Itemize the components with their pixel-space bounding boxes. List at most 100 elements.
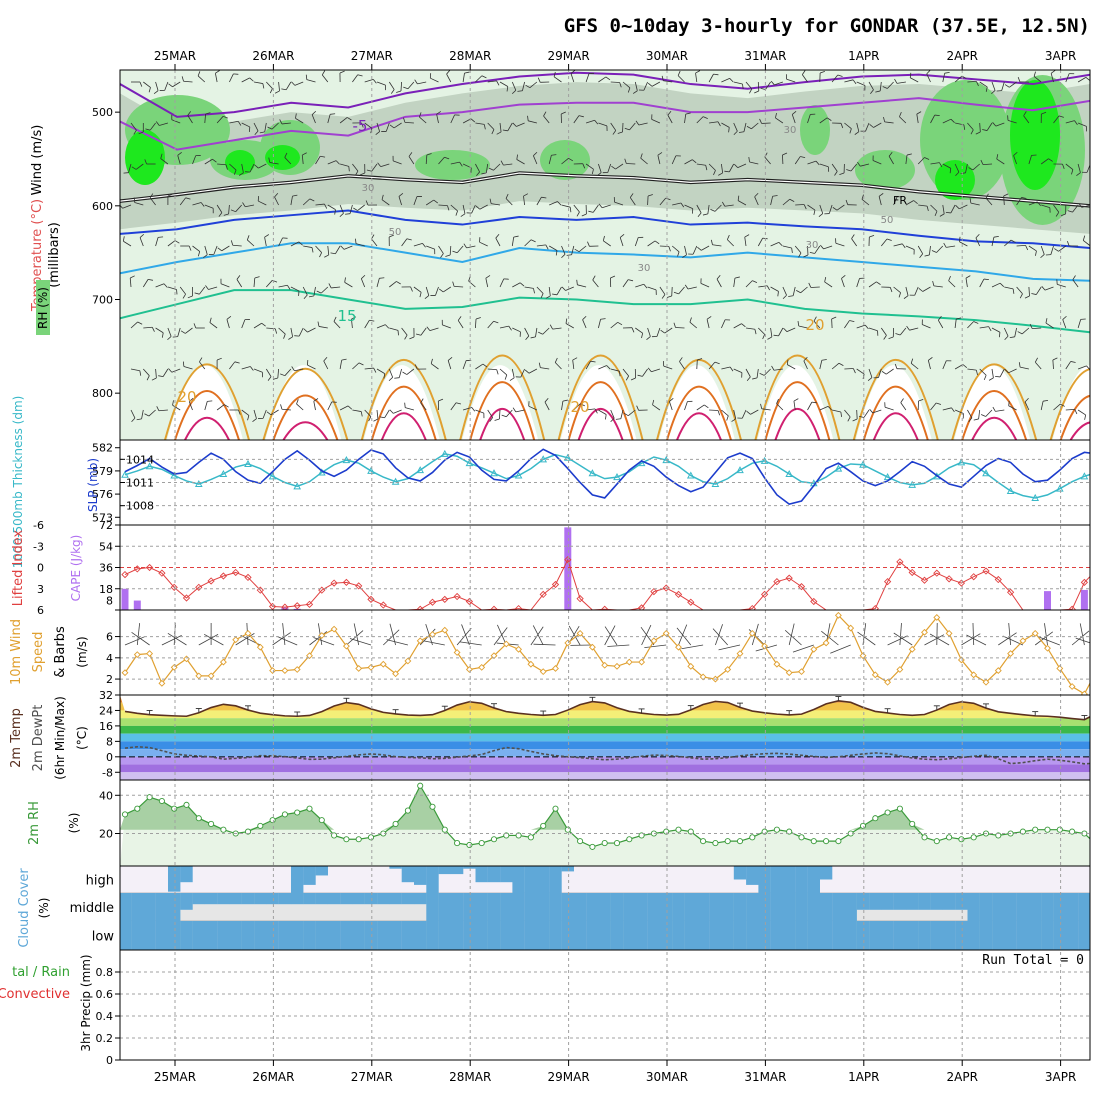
wind-barb-flag: [530, 336, 536, 339]
wind10m-speed-point: [834, 611, 842, 619]
cloud-bar-middle: [204, 893, 218, 905]
wind-barb-flag: [259, 131, 265, 134]
wind-barb: [311, 114, 316, 124]
rh2m-point: [589, 843, 596, 850]
wind-barb: [979, 368, 987, 376]
wind-barb: [214, 73, 218, 83]
wind-barb: [910, 363, 919, 370]
wind-barb-flag: [309, 198, 315, 202]
wind-barb: [253, 81, 263, 84]
wind-barb: [936, 245, 944, 253]
wind-barb: [991, 327, 1001, 333]
wind-barb-flag: [408, 152, 413, 157]
wind-barb: [592, 279, 599, 288]
cloud-bar-middle: [660, 893, 673, 921]
cloud-bar-middle: [168, 893, 181, 921]
wind-barb: [553, 76, 562, 83]
wind-barb-flag: [657, 152, 663, 156]
wind-barb-flag: [249, 77, 254, 82]
wind-barb: [408, 156, 415, 165]
cloud-bar-middle: [758, 893, 771, 921]
wind-barb-flag: [483, 124, 486, 130]
wind-barb: [610, 409, 615, 419]
wind-barb-flag: [821, 359, 827, 361]
wind-barb-flag: [351, 316, 357, 320]
wind-barb-flag: [544, 398, 549, 403]
cloud-bar-high: [475, 866, 488, 883]
wind-barb: [814, 245, 821, 254]
wind10m-speed-point: [404, 657, 412, 665]
wind-barb: [1065, 120, 1075, 124]
rh2m-point: [613, 840, 621, 847]
contour-label: 50: [389, 227, 402, 238]
wind10m-barb: [276, 636, 298, 646]
thickness-point: [588, 469, 597, 477]
wind-barb: [1028, 286, 1030, 297]
wind-barb: [462, 73, 465, 83]
wind-barb-flag: [766, 285, 771, 291]
warm-contour: [872, 412, 919, 440]
cloud-bar-low: [869, 921, 882, 950]
wind-barb: [290, 286, 300, 292]
warm-contour: [774, 408, 821, 440]
wind-barb: [733, 81, 743, 85]
wind-barb-flag: [886, 238, 892, 241]
rh2m-point: [564, 826, 571, 833]
wind-barb-flag: [475, 205, 481, 210]
wind-barb: [1053, 204, 1060, 213]
wind-barb-flag: [746, 410, 751, 415]
wind-barb: [592, 204, 599, 213]
wind-barb: [485, 278, 489, 288]
wind-barb-flag: [137, 321, 143, 325]
wind-barb: [792, 286, 796, 296]
wind-barb: [629, 197, 636, 206]
wind10m-speed-point: [355, 665, 363, 672]
wind-barb: [664, 327, 673, 334]
wind-barb-flag: [358, 362, 364, 366]
wind-barb-flag: [906, 325, 910, 331]
cloud-bar-middle: [475, 893, 488, 921]
wind-barb: [942, 73, 946, 83]
wind-barb: [671, 245, 680, 253]
thickness-point: [785, 469, 794, 477]
wind-barb: [393, 122, 402, 129]
wind-barb: [135, 163, 144, 170]
wind-barb-flag: [630, 377, 636, 381]
wind-barb-flag: [242, 202, 246, 207]
cloud-bar-low: [168, 921, 181, 950]
wind10m-speed-point: [342, 642, 350, 650]
wind-barb: [229, 120, 239, 124]
wind10m-barb: [893, 632, 913, 646]
wind-barb-flag: [464, 71, 470, 74]
wind-barb: [406, 368, 415, 375]
thickness-point: [662, 456, 671, 464]
wind-barb-flag: [468, 276, 471, 282]
wind-barb: [986, 122, 993, 131]
wind-barb-flag: [459, 161, 463, 167]
wind-barb: [371, 163, 378, 172]
wind-barb-flag: [713, 170, 716, 176]
wind-barb: [708, 163, 716, 171]
rh-patch-max: [1010, 80, 1060, 190]
wind-barb-flag: [355, 238, 357, 244]
wind-barb: [1024, 401, 1030, 411]
cloud-bar-low: [487, 921, 501, 950]
wind-barb-flag: [754, 329, 757, 335]
wind-barb-flag: [516, 154, 518, 160]
ytick-label-precip: 0.6: [96, 988, 114, 1001]
cloud-bar-low: [401, 921, 415, 950]
wind-barb-flag: [1024, 397, 1029, 403]
rh2m-point: [995, 832, 1002, 839]
wind-barb-flag: [225, 164, 228, 170]
wind-barb: [1040, 401, 1044, 411]
cloud-bar-middle: [463, 893, 476, 921]
dewpoint-line: [124, 745, 1090, 765]
wind10m-barb: [715, 624, 723, 646]
wind-barb: [942, 360, 947, 370]
ytick-label-slp: 1008: [126, 500, 154, 513]
wind-barb: [1065, 408, 1075, 411]
wind-barb-flag: [1021, 197, 1027, 199]
wind-barb: [1081, 204, 1090, 208]
wind-barb: [942, 118, 952, 124]
wind10m-barb: [604, 625, 616, 646]
